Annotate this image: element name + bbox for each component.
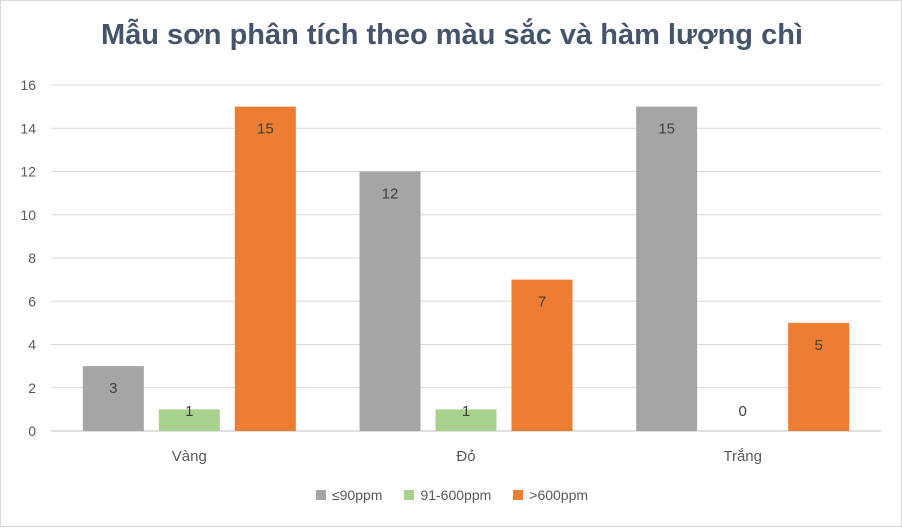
x-axis-categories: Vàng Đỏ Trắng: [172, 448, 762, 465]
bar-2-0: [234, 106, 296, 431]
y-tick-label: 4: [28, 337, 36, 353]
y-tick-label: 12: [20, 164, 36, 180]
data-label-0-0: 3: [109, 380, 117, 397]
gridlines: [51, 84, 881, 432]
bar-2-1: [511, 279, 573, 431]
legend: ≤90ppm 91-600ppm >600ppm: [1, 487, 902, 503]
y-tick-label: 2: [28, 380, 36, 396]
data-label-2-2: 5: [814, 337, 822, 354]
y-tick-label: 16: [20, 77, 36, 93]
category-label: Đỏ: [456, 448, 475, 465]
bar-0-2: [636, 106, 698, 431]
legend-swatch: [404, 490, 415, 500]
data-label-2-1: 7: [538, 294, 546, 311]
legend-label: ≤90ppm: [331, 487, 383, 503]
category-label: Trắng: [723, 448, 762, 465]
category-label: Vàng: [172, 448, 207, 465]
legend-item-1: 91-600ppm: [404, 487, 491, 503]
legend-swatch: [513, 490, 524, 500]
legend-item-2: >600ppm: [513, 487, 588, 503]
legend-swatch: [315, 490, 326, 500]
legend-label: >600ppm: [529, 487, 589, 503]
data-label-0-1: 12: [382, 186, 399, 203]
bar-1-0: [158, 409, 220, 431]
data-label-1-1: 1: [462, 403, 470, 420]
y-tick-label: 6: [28, 293, 36, 309]
data-labels: 3 1 15 12 1 7 15 0 5: [109, 121, 823, 420]
y-tick-label: 0: [28, 423, 36, 439]
y-axis-ticks: 0 2 4 6 8 10 12 14 16: [20, 77, 36, 439]
legend-label: 91-600ppm: [420, 487, 492, 503]
data-label-1-2: 0: [738, 403, 746, 420]
bar-0-1: [359, 171, 421, 431]
data-label-0-2: 15: [658, 121, 675, 138]
data-label-1-0: 1: [185, 403, 193, 420]
bar-1-1: [435, 409, 497, 431]
legend-item-0: ≤90ppm: [315, 487, 383, 503]
chart-title: Mẫu sơn phân tích theo màu sắc và hàm lư…: [101, 19, 803, 51]
data-label-2-0: 15: [257, 121, 274, 138]
bars: [82, 106, 850, 431]
y-tick-label: 8: [28, 250, 36, 266]
y-tick-label: 10: [20, 207, 36, 223]
bar-2-2: [788, 322, 850, 431]
bar-0-0: [82, 366, 144, 431]
y-tick-label: 14: [20, 120, 36, 136]
